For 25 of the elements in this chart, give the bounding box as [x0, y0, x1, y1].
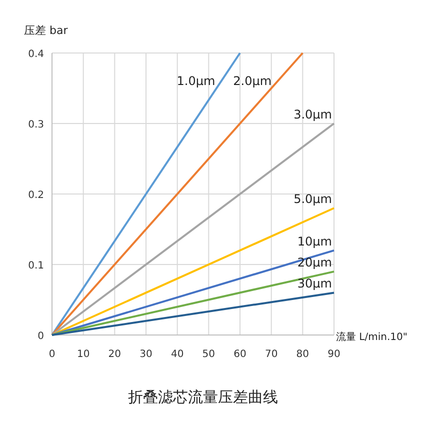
y-tick-label: 0.2 [28, 190, 44, 201]
series-label: 3.0μm [294, 108, 332, 122]
y-tick-label: 0.1 [28, 260, 44, 272]
x-axis-title: 流量 L/min.10" [336, 331, 408, 343]
x-tick-label: 10 [76, 349, 90, 360]
x-tick-label: 0 [48, 349, 56, 360]
x-tick-label: 90 [328, 349, 340, 360]
text: 折叠滤芯流量压差曲线 [128, 388, 278, 406]
x-tick-label: 40 [170, 349, 184, 360]
y-tick-label: 0.3 [28, 120, 44, 130]
x-tick-label: 20 [108, 349, 122, 360]
x-tick-label: 60 [234, 349, 246, 360]
x-tick-label: 80 [296, 349, 310, 360]
x-tick-label: 30 [140, 349, 152, 360]
series-label: 30μm [297, 276, 332, 291]
series-label: 1.0μm [176, 74, 216, 88]
series-label: 10μm [297, 234, 332, 248]
x-tick-label: 70 [264, 349, 278, 360]
series-label: 2.0μm [233, 74, 272, 88]
x-tick-label: 50 [202, 349, 216, 360]
y-tick-label: 0.4 [28, 49, 44, 60]
series-label: 20μm [297, 256, 332, 270]
y-tick-label: 0 [38, 331, 44, 342]
y-axis-title: 压差 bar [24, 24, 68, 37]
series-label: 5.0μm [294, 192, 332, 206]
